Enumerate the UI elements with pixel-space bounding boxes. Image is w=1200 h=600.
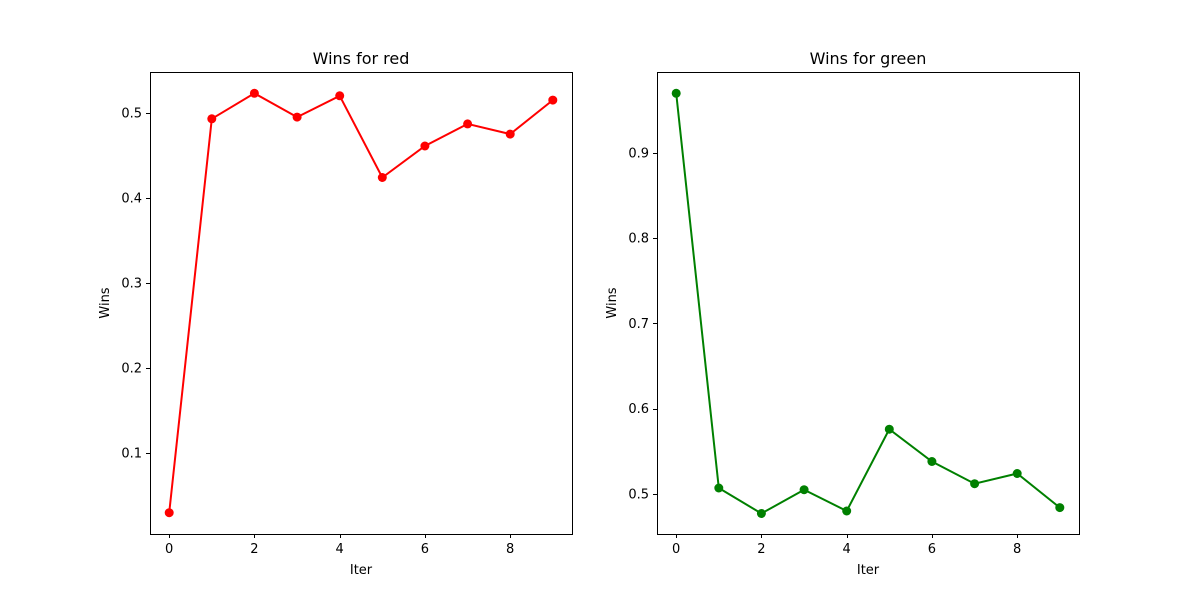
green-x-axis-label: Iter bbox=[857, 563, 880, 578]
green-y-axis: 0.5 0.6 0.7 0.8 0.9 bbox=[628, 146, 657, 502]
red-y-tick-label: 0.3 bbox=[121, 277, 142, 292]
red-x-tick-label: 2 bbox=[250, 542, 258, 557]
red-plot-frame bbox=[150, 72, 573, 535]
red-data-point bbox=[335, 91, 345, 101]
green-x-axis: 0 2 4 6 8 bbox=[672, 534, 1021, 557]
red-x-axis-label: Iter bbox=[350, 563, 373, 578]
red-data-point bbox=[463, 119, 473, 129]
red-y-tick-label: 0.2 bbox=[121, 362, 142, 377]
green-x-tick-label: 6 bbox=[928, 542, 936, 557]
green-data-point bbox=[671, 88, 681, 98]
green-x-tick-label: 8 bbox=[1013, 542, 1021, 557]
red-data-point bbox=[505, 129, 515, 139]
green-x-tick-label: 2 bbox=[757, 542, 765, 557]
red-data-point bbox=[207, 114, 217, 124]
green-x-tick-label: 4 bbox=[843, 542, 851, 557]
green-plot-frame bbox=[657, 72, 1080, 535]
red-x-tick-label: 4 bbox=[336, 542, 344, 557]
green-data-point bbox=[756, 509, 766, 518]
green-wins-subplot: 0 2 4 6 8 0.5 0.6 0.7 0.8 0.9 Wins for green Ite… bbox=[605, 49, 1080, 578]
green-data-point bbox=[1012, 469, 1022, 478]
red-y-tick-label: 0.1 bbox=[121, 447, 142, 462]
red-y-tick-label: 0.5 bbox=[121, 106, 142, 121]
green-y-tick-label: 0.9 bbox=[628, 146, 649, 161]
red-x-tick-label: 0 bbox=[165, 542, 173, 557]
green-plot-marks bbox=[671, 88, 1065, 518]
red-y-axis: 0.1 0.2 0.3 0.4 0.5 bbox=[121, 106, 150, 462]
green-plot-title: Wins for green bbox=[810, 49, 927, 68]
red-plot-title: Wins for red bbox=[313, 49, 410, 68]
green-data-point bbox=[714, 483, 724, 493]
red-data-point bbox=[548, 95, 558, 105]
green-x-tick-label: 0 bbox=[672, 542, 680, 557]
green-data-point bbox=[927, 457, 937, 466]
red-x-axis: 0 2 4 6 8 bbox=[165, 534, 514, 557]
green-y-axis-label: Wins bbox=[605, 287, 620, 318]
green-data-point bbox=[884, 424, 894, 434]
red-y-axis-label: Wins bbox=[98, 287, 113, 318]
red-data-point bbox=[164, 508, 174, 518]
green-data-point bbox=[1055, 503, 1065, 513]
green-y-tick-label: 0.8 bbox=[628, 232, 649, 247]
red-x-tick-label: 6 bbox=[421, 542, 429, 557]
red-data-point bbox=[420, 141, 430, 151]
green-series-line bbox=[675, 93, 1061, 515]
red-data-point bbox=[249, 88, 259, 98]
red-data-point bbox=[292, 112, 302, 122]
red-series-line bbox=[168, 92, 554, 513]
green-y-tick-label: 0.6 bbox=[628, 402, 649, 417]
red-data-point bbox=[377, 173, 387, 182]
red-plot-marks bbox=[164, 88, 558, 518]
green-y-tick-label: 0.7 bbox=[628, 317, 649, 332]
green-data-point bbox=[970, 479, 980, 489]
red-y-tick-label: 0.4 bbox=[121, 191, 142, 206]
red-x-tick-label: 8 bbox=[506, 542, 514, 557]
green-data-point bbox=[842, 506, 852, 516]
green-data-point bbox=[799, 485, 809, 495]
green-y-tick-label: 0.5 bbox=[628, 487, 649, 502]
